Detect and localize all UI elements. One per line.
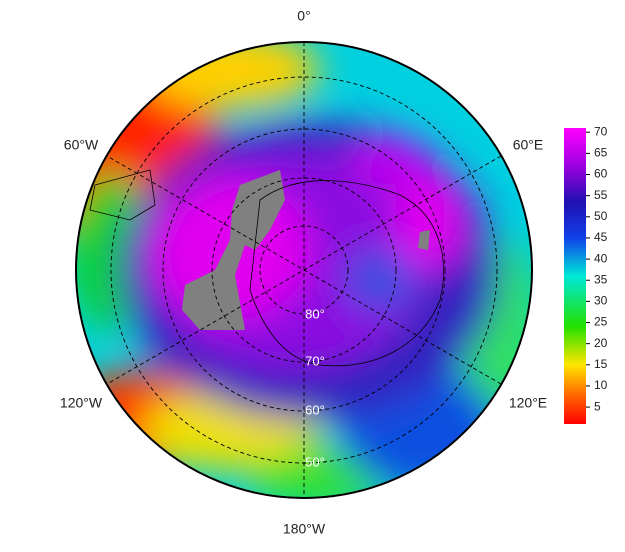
colorbar-tick-label: 65	[594, 146, 608, 160]
colorbar-tick-label: 45	[594, 230, 608, 244]
colorbar-tick-label: 20	[594, 336, 608, 350]
colorbar-tick-label: 40	[594, 251, 608, 265]
colorbar-tick-label: 15	[594, 357, 608, 371]
colorbar-tick-label: 30	[594, 294, 608, 308]
meridian-label: 180°W	[283, 521, 326, 537]
graticule	[106, 42, 502, 498]
meridian-label: 60°W	[64, 137, 99, 153]
meridian-label: 60°E	[513, 137, 544, 153]
colorbar-ticks: 5 10 15 20 25 30 35 40 45 50 55 60 65 70	[586, 124, 608, 413]
colorbar-tick-label: 10	[594, 378, 608, 392]
latitude-label: 60°	[305, 402, 325, 417]
meridian-label: 120°E	[509, 395, 547, 411]
colorbar-tick-label: 25	[594, 315, 608, 329]
latitude-label: 50°	[305, 454, 325, 469]
latitude-label: 80°	[305, 306, 325, 321]
colorbar	[564, 128, 586, 424]
colorbar-tick-label: 55	[594, 188, 608, 202]
colorbar-tick-label: 50	[594, 209, 608, 223]
colorbar-tick-label: 70	[594, 124, 608, 138]
colorbar-tick-label: 35	[594, 272, 608, 286]
map-border	[75, 41, 533, 499]
colorbar-tick-label: 60	[594, 167, 608, 181]
colorbar-tick-label: 5	[594, 399, 601, 413]
meridian-label: 0°	[297, 8, 310, 24]
latitude-label: 70°	[305, 353, 325, 368]
heatmap-field	[76, 42, 532, 498]
meridian-label: 120°W	[60, 395, 103, 411]
